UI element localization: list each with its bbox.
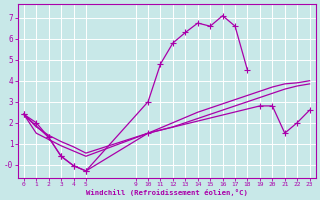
X-axis label: Windchill (Refroidissement éolien,°C): Windchill (Refroidissement éolien,°C) xyxy=(86,189,248,196)
